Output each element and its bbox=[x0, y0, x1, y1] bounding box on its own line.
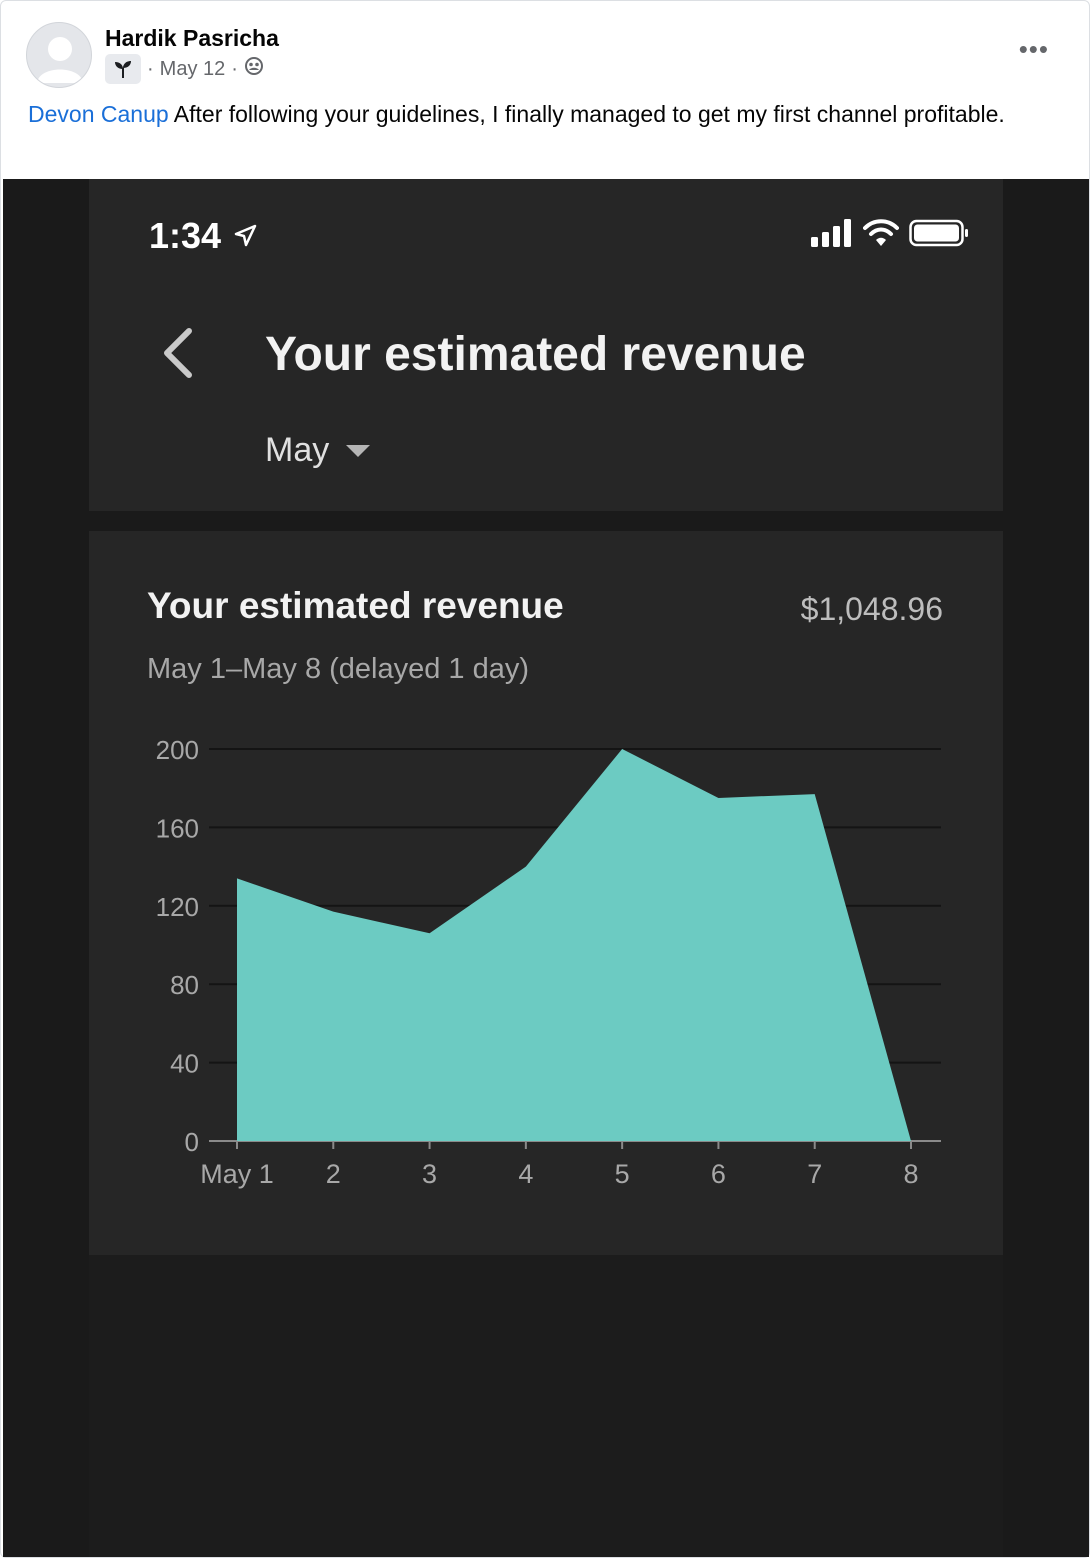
back-chevron-icon[interactable] bbox=[159, 327, 199, 379]
month-dropdown[interactable]: May bbox=[265, 431, 371, 470]
revenue-area-chart: 0 40 80 120 160 200 May 1 2 3 4 5 6 7 8 bbox=[156, 735, 941, 1189]
status-time: 1:34 bbox=[149, 215, 222, 256]
revenue-area-series bbox=[237, 749, 911, 1141]
x-tick-label: 8 bbox=[903, 1159, 918, 1189]
author-avatar[interactable] bbox=[26, 22, 92, 88]
post-meta: · May 12 · bbox=[105, 53, 264, 85]
y-tick-label: 0 bbox=[185, 1127, 199, 1157]
location-arrow-icon bbox=[234, 224, 257, 247]
page-title: Your estimated revenue bbox=[265, 328, 806, 381]
y-tick-label: 200 bbox=[156, 735, 199, 765]
card-title: Your estimated revenue bbox=[147, 585, 564, 626]
mention-link[interactable]: Devon Canup bbox=[28, 101, 169, 127]
x-tick-label: 7 bbox=[807, 1159, 822, 1189]
meta-separator-2: · bbox=[231, 57, 238, 80]
y-tick-label: 160 bbox=[156, 813, 199, 843]
cellular-signal-icon bbox=[811, 219, 851, 247]
post-date[interactable]: May 12 bbox=[159, 57, 226, 80]
app-lower-area bbox=[89, 1255, 1003, 1557]
meta-separator: · bbox=[147, 57, 154, 80]
audience-group-icon[interactable] bbox=[244, 56, 264, 82]
status-icons bbox=[811, 219, 969, 247]
more-options-button[interactable]: ••• bbox=[1018, 34, 1049, 64]
month-dropdown-value: May bbox=[265, 431, 330, 469]
y-tick-label: 80 bbox=[170, 970, 199, 1000]
post-text: Devon Canup After following your guideli… bbox=[28, 99, 1048, 130]
wifi-icon bbox=[863, 219, 899, 246]
default-avatar-icon bbox=[37, 37, 83, 83]
date-range: May 1–May 8 (delayed 1 day) bbox=[147, 653, 530, 685]
x-tick-label: 5 bbox=[615, 1159, 630, 1189]
x-tick-label: 4 bbox=[518, 1159, 533, 1189]
author-name[interactable]: Hardik Pasricha bbox=[105, 25, 279, 51]
app-header: 1:34 bbox=[89, 179, 1003, 511]
revenue-card: Your estimated revenue $1,048.96 May 1–M… bbox=[89, 531, 1003, 1255]
y-tick-label: 120 bbox=[156, 892, 199, 922]
dropdown-caret-icon bbox=[346, 444, 371, 457]
revenue-total: $1,048.96 bbox=[800, 591, 943, 627]
battery-icon bbox=[909, 219, 968, 247]
y-tick-label: 40 bbox=[170, 1049, 199, 1079]
x-tick-label: 6 bbox=[711, 1159, 726, 1189]
x-tick-label: 3 bbox=[422, 1159, 437, 1189]
post-body: After following your guidelines, I final… bbox=[168, 101, 1005, 127]
post-photo[interactable]: 1:34 bbox=[3, 179, 1089, 1557]
x-tick-label: May 1 bbox=[200, 1159, 274, 1189]
sprout-badge-icon[interactable] bbox=[105, 54, 141, 84]
x-tick-label: 2 bbox=[326, 1159, 341, 1189]
